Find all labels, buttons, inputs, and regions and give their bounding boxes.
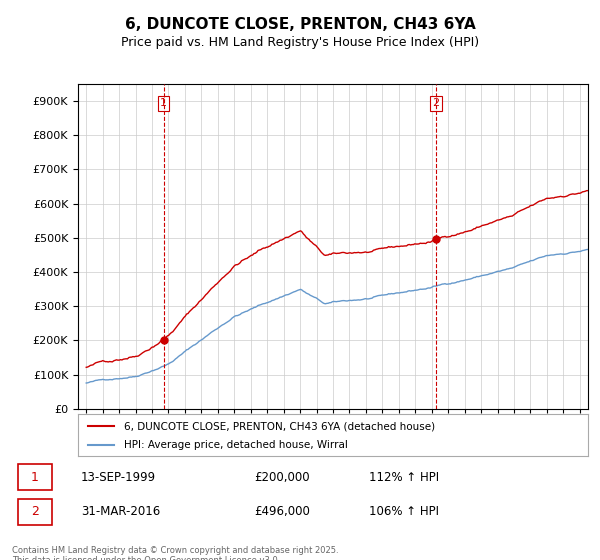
Text: 6, DUNCOTE CLOSE, PRENTON, CH43 6YA (detached house): 6, DUNCOTE CLOSE, PRENTON, CH43 6YA (det… xyxy=(124,421,435,431)
Text: 106% ↑ HPI: 106% ↑ HPI xyxy=(369,506,439,519)
Text: HPI: Average price, detached house, Wirral: HPI: Average price, detached house, Wirr… xyxy=(124,440,348,450)
Text: Price paid vs. HM Land Registry's House Price Index (HPI): Price paid vs. HM Land Registry's House … xyxy=(121,36,479,49)
FancyBboxPatch shape xyxy=(18,464,52,490)
Text: 6, DUNCOTE CLOSE, PRENTON, CH43 6YA: 6, DUNCOTE CLOSE, PRENTON, CH43 6YA xyxy=(125,17,475,32)
FancyBboxPatch shape xyxy=(18,500,52,525)
Text: Contains HM Land Registry data © Crown copyright and database right 2025.
This d: Contains HM Land Registry data © Crown c… xyxy=(12,546,338,560)
Text: 1: 1 xyxy=(31,470,39,483)
Text: 13-SEP-1999: 13-SEP-1999 xyxy=(81,470,156,483)
Text: 31-MAR-2016: 31-MAR-2016 xyxy=(81,506,160,519)
Text: 2: 2 xyxy=(432,99,439,109)
Text: 112% ↑ HPI: 112% ↑ HPI xyxy=(369,470,439,483)
Text: 2: 2 xyxy=(31,506,39,519)
Text: £496,000: £496,000 xyxy=(254,506,310,519)
Text: £200,000: £200,000 xyxy=(254,470,310,483)
Text: 1: 1 xyxy=(160,99,167,109)
